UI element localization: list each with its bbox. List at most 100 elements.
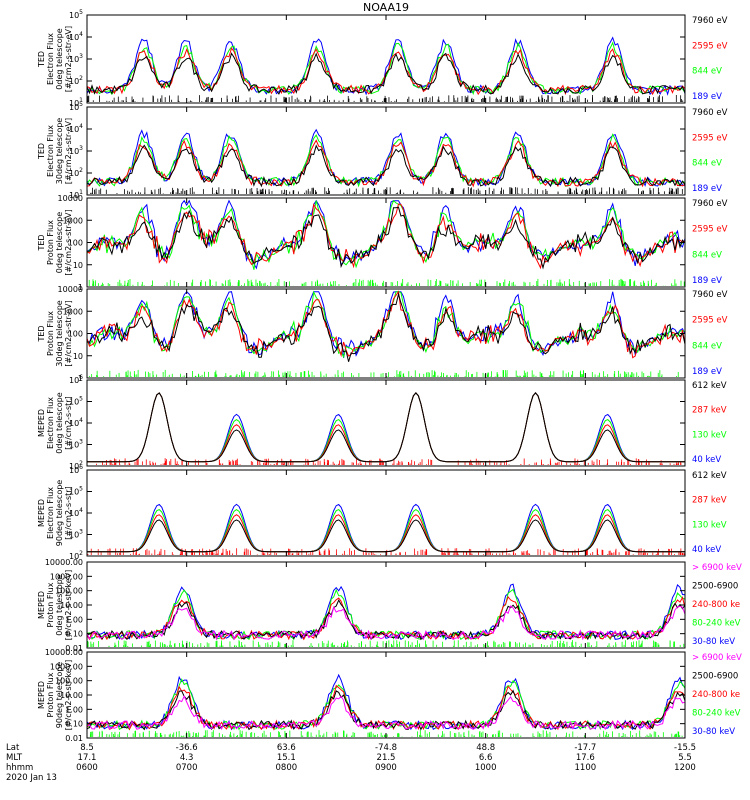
series-red xyxy=(86,202,686,270)
x-ticks xyxy=(86,15,686,103)
legend-entry-green: 844 eV xyxy=(692,67,722,77)
y-tick-label: 102 xyxy=(69,167,83,178)
series-magenta xyxy=(86,694,686,731)
figure-title: NOAA19 xyxy=(363,1,409,14)
x-tick-lat: -74.8 xyxy=(375,743,397,753)
y-axis-label-line: Proton Flux xyxy=(46,311,55,356)
traces xyxy=(87,392,685,465)
x-ticks xyxy=(86,380,686,466)
x-tick-mlt: 6.6 xyxy=(479,753,493,763)
legend-entry-green: 130 keV xyxy=(692,430,727,440)
panel-1: 101 102 103 104 105 TED Electron Flux 0deg tele… xyxy=(37,9,728,108)
y-tick-label: 10000 xyxy=(58,285,83,294)
x-tick-hhmm: 1100 xyxy=(575,763,597,773)
y-tick-label: 10.00 xyxy=(60,691,83,700)
x-ticks xyxy=(86,107,686,195)
series-black xyxy=(86,144,686,188)
y-axis-title: MEPED Electron Flux 0deg telescope [#/cm2-s… xyxy=(37,392,73,453)
x-tick-hhmm: 0600 xyxy=(76,763,98,773)
x-tick-mlt: 17.6 xyxy=(576,753,595,763)
y-tick-label: 10.00 xyxy=(60,601,83,610)
y-axis: 102 103 104 105 106 xyxy=(69,464,685,561)
legend: > 6900 keV 2500-6900 240-800 ke 80-240 keV 3… xyxy=(692,653,742,737)
y-tick-label: 105 xyxy=(69,486,83,497)
series-red xyxy=(86,595,686,641)
legend-entry-blue: 189 eV xyxy=(692,276,722,286)
x-row-label: hhmm xyxy=(6,763,33,773)
y-tick-label: 1 xyxy=(78,283,83,292)
y-tick-label: 103 xyxy=(69,439,83,450)
y-axis-title: TED Electron Flux 0deg telescope [#/cm2-s-s… xyxy=(37,26,73,92)
y-tick-label: 100.00 xyxy=(55,587,83,596)
panel-frame xyxy=(86,469,686,557)
y-tick-label: 102 xyxy=(69,75,83,86)
y-axis-title: TED Proton Flux 0deg telescope [#/cm2-s-str… xyxy=(37,209,73,275)
y-axis-title: MEPED Electron Flux 90deg telescope [#/cm2-… xyxy=(37,480,73,547)
x-tick-lat: 48.8 xyxy=(476,743,495,753)
legend-entry-magenta: > 6900 keV xyxy=(692,563,742,573)
series-background xyxy=(86,187,683,194)
series-green xyxy=(87,508,685,553)
y-axis: 0.01 0.10 1.00 10.00 100.00 1000.00 10000.00 xyxy=(45,558,685,653)
series-background xyxy=(89,730,683,737)
legend-entry-blue: 30-80 keV xyxy=(692,637,735,647)
y-axis-label-line: MEPED xyxy=(37,409,46,437)
series-green xyxy=(86,199,686,270)
y-axis-label-line: 0deg telescope xyxy=(55,212,64,273)
y-axis-label-line: 0deg telescope xyxy=(55,392,64,453)
legend: 612 keV 287 keV 130 keV 40 keV xyxy=(692,381,727,465)
legend: 7960 eV 2595 eV 844 eV 189 eV xyxy=(692,199,728,286)
x-tick-mlt: 4.3 xyxy=(180,753,194,763)
y-axis: 1 10 100 1000 10000 xyxy=(58,285,685,383)
y-axis: 0.01 0.10 1.00 10.00 100.00 1000.00 10000.00 xyxy=(45,648,685,743)
y-axis-label-line: [#/cm2-s-str-eV] xyxy=(64,209,73,275)
legend-entry-red: 287 keV xyxy=(692,496,727,506)
y-axis-label-line: TED xyxy=(37,325,46,342)
panel-3: 1 10 100 1000 10000 TED Proton Flux 0deg telesc… xyxy=(37,194,728,292)
legend-entry-red: 2595 eV xyxy=(692,41,728,51)
y-tick-label: 1.00 xyxy=(65,705,83,714)
legend-entry-black: 7960 eV xyxy=(692,199,728,209)
series-black xyxy=(87,392,685,463)
y-tick-label: 105 xyxy=(69,9,83,20)
y-axis: 101 102 103 104 105 xyxy=(69,101,685,200)
series-red xyxy=(87,392,685,463)
traces xyxy=(86,36,686,102)
y-tick-label: 1 xyxy=(78,374,83,383)
legend-entry-blue: 189 eV xyxy=(692,92,722,102)
series-black xyxy=(86,689,686,731)
y-axis-label-line: [#/cm2-s-str] xyxy=(64,486,73,539)
panel-frame xyxy=(86,379,686,467)
y-axis-label-line: 0deg telescope xyxy=(55,28,64,89)
panel-2: 101 102 103 104 105 TED Electron Flux 30deg tel… xyxy=(37,101,728,200)
y-tick-label: 104 xyxy=(69,417,83,428)
traces xyxy=(87,503,685,555)
y-axis-label-line: [#/cm2-s-str-eV] xyxy=(64,26,73,92)
y-axis-label-line: [#/cm2-s-str-eV] xyxy=(64,300,73,366)
y-tick-label: 10000.00 xyxy=(45,558,83,567)
y-tick-label: 100.00 xyxy=(55,677,83,686)
legend-entry-black: 7960 eV xyxy=(692,108,728,118)
y-axis-title: TED Proton Flux 30deg telescope [#/cm2-s-st… xyxy=(37,300,73,367)
x-axis-date: 2020 Jan 13 xyxy=(6,773,57,783)
y-axis: 101 102 103 104 105 xyxy=(69,9,685,108)
x-tick-lat: 63.6 xyxy=(277,743,296,753)
series-green xyxy=(86,290,686,359)
y-tick-label: 0.10 xyxy=(65,630,83,639)
series-red xyxy=(86,47,686,96)
legend: > 6900 keV 2500-6900 240-800 ke 80-240 keV 3… xyxy=(692,563,742,647)
y-axis-label-line: Electron Flux xyxy=(46,487,55,539)
legend-entry-green: 844 eV xyxy=(692,250,722,260)
series-blue xyxy=(87,503,685,553)
y-tick-label: 10 xyxy=(73,261,83,270)
y-tick-label: 0.01 xyxy=(65,644,83,653)
legend: 7960 eV 2595 eV 844 eV 189 eV xyxy=(692,16,728,102)
y-tick-label: 10000 xyxy=(58,194,83,203)
y-axis-label-line: [#/cm2-s-str-keV] xyxy=(64,570,73,641)
traces xyxy=(86,673,686,737)
legend-entry-black: 2500-6900 xyxy=(692,582,738,592)
x-ticks xyxy=(86,652,686,738)
y-axis-label-line: Proton Flux xyxy=(46,582,55,627)
